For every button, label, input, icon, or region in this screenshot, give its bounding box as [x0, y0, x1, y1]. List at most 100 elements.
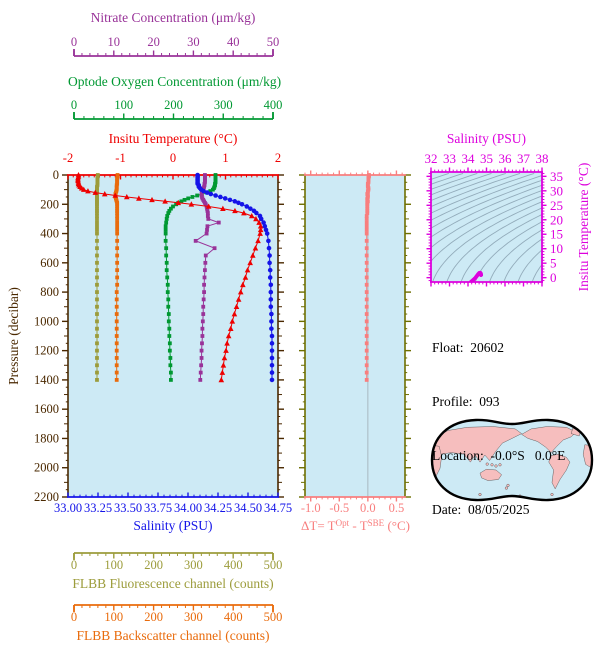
svg-text:400: 400 [224, 558, 243, 572]
location-line: Location: -0.0°S 0.0°E [432, 448, 566, 463]
svg-text:100: 100 [104, 610, 123, 624]
svg-text:34: 34 [462, 151, 476, 166]
backscatter-axis-title: FLBB Backscatter channel (counts) [76, 628, 270, 643]
svg-text:30: 30 [187, 35, 200, 49]
svg-text:34.75: 34.75 [264, 501, 292, 515]
map-land [432, 426, 592, 498]
svg-text:30: 30 [550, 183, 563, 198]
oxygen-ruler: 0 100 200 300 400 [71, 98, 283, 120]
svg-text:10: 10 [108, 35, 121, 49]
svg-text:200: 200 [144, 610, 163, 624]
svg-text:500: 500 [264, 610, 283, 624]
svg-text:34.00: 34.00 [174, 501, 202, 515]
svg-text:600: 600 [40, 256, 59, 270]
svg-text:2200: 2200 [34, 490, 59, 504]
svg-text:34.25: 34.25 [204, 501, 232, 515]
svg-text:20: 20 [550, 212, 563, 227]
delta-t-label-suffix: (°C) [384, 518, 410, 533]
svg-text:200: 200 [40, 197, 59, 211]
svg-text:20: 20 [147, 35, 160, 49]
svg-text:100: 100 [114, 98, 133, 112]
profile-line: Profile: 093 [432, 394, 500, 409]
main-profile-plot: 0 200 400 600 800 1000 1200 1400 1600 1800 2000 220… [34, 151, 292, 515]
svg-text:1200: 1200 [34, 344, 59, 358]
series-backscatter [113, 173, 120, 382]
series-temperature [75, 172, 264, 383]
svg-text:1400: 1400 [34, 373, 59, 387]
series-delta-t [364, 173, 371, 382]
svg-text:38: 38 [536, 151, 549, 166]
svg-text:2000: 2000 [34, 461, 59, 475]
fluorescence-axis-title: FLBB Fluorescence channel (counts) [72, 576, 274, 591]
svg-text:1800: 1800 [34, 431, 59, 445]
nitrate-axis-title: Nitrate Concentration (μm/kg) [90, 10, 256, 25]
svg-text:300: 300 [184, 558, 203, 572]
world-map [430, 418, 594, 502]
delta-t-panel: -1.0 -0.5 0.0 0.5 [299, 170, 411, 515]
svg-text:33: 33 [443, 151, 456, 166]
ts-points [469, 270, 483, 282]
nitrate-ruler: 0 10 20 30 40 50 [71, 35, 280, 57]
fluorescence-ruler: 0 100 200 300 400 500 [71, 552, 283, 572]
svg-text:35: 35 [550, 169, 563, 184]
svg-text:50: 50 [267, 35, 280, 49]
svg-text:300: 300 [214, 98, 233, 112]
backscatter-ruler: 0 100 200 300 400 500 [71, 604, 283, 624]
svg-text:-1: -1 [115, 151, 125, 165]
svg-text:0.5: 0.5 [389, 501, 405, 515]
ts-temperature-axis-title: Insitu Temperature (°C) [576, 162, 591, 292]
svg-text:33.75: 33.75 [144, 501, 172, 515]
svg-text:0.0: 0.0 [360, 501, 376, 515]
svg-text:1600: 1600 [34, 402, 59, 416]
svg-text:33.50: 33.50 [114, 501, 142, 515]
svg-text:5: 5 [550, 256, 557, 271]
float-id-line: Float: 20602 [432, 340, 505, 355]
svg-text:25: 25 [550, 198, 563, 213]
svg-text:100: 100 [104, 558, 123, 572]
svg-text:34.50: 34.50 [234, 501, 262, 515]
salinity-axis-title: Salinity (PSU) [133, 518, 213, 533]
svg-text:0: 0 [71, 98, 77, 112]
svg-text:0: 0 [170, 151, 176, 165]
svg-text:-2: -2 [63, 151, 73, 165]
svg-text:1: 1 [222, 151, 228, 165]
delta-t-label-sup-sbe: SBE [367, 518, 385, 528]
svg-text:-1.0: -1.0 [301, 501, 321, 515]
svg-text:500: 500 [264, 558, 283, 572]
svg-text:400: 400 [224, 610, 243, 624]
delta-t-label-prefix: ΔT= T [301, 518, 336, 533]
date-line: Date: 08/05/2025 [432, 502, 530, 517]
svg-text:1000: 1000 [34, 314, 59, 328]
delta-t-label-sup-opt: Opt [335, 518, 350, 528]
svg-text:200: 200 [164, 98, 183, 112]
svg-text:2: 2 [275, 151, 281, 165]
svg-text:33.00: 33.00 [54, 501, 82, 515]
ts-salinity-axis-title: Salinity (PSU) [446, 131, 527, 146]
oxygen-axis-title: Optode Oxygen Concentration (μm/kg) [68, 74, 282, 89]
svg-text:0: 0 [71, 610, 77, 624]
isopycnal-contours [431, 172, 542, 282]
svg-text:33.25: 33.25 [84, 501, 112, 515]
svg-text:35: 35 [480, 151, 493, 166]
svg-text:200: 200 [144, 558, 163, 572]
pressure-axis-title: Pressure (decibar) [6, 287, 21, 385]
svg-text:800: 800 [40, 285, 59, 299]
svg-text:32: 32 [425, 151, 438, 166]
svg-text:10: 10 [550, 241, 563, 256]
float-info: Float: 20602 Profile: 093 Location: -0.0… [432, 303, 565, 555]
svg-text:0: 0 [71, 558, 77, 572]
svg-text:400: 400 [264, 98, 283, 112]
svg-text:0: 0 [550, 270, 557, 285]
svg-text:37: 37 [517, 151, 531, 166]
svg-text:15: 15 [550, 227, 563, 242]
delta-t-axis-label: ΔT= TOpt - TSBE (°C) [288, 518, 423, 534]
delta-t-label-mid: - T [349, 518, 368, 533]
svg-text:300: 300 [184, 610, 203, 624]
temperature-axis-title: Insitu Temperature (°C) [108, 131, 238, 146]
svg-text:36: 36 [499, 151, 513, 166]
svg-text:-0.5: -0.5 [329, 501, 349, 515]
series-fluorescence [95, 173, 100, 382]
